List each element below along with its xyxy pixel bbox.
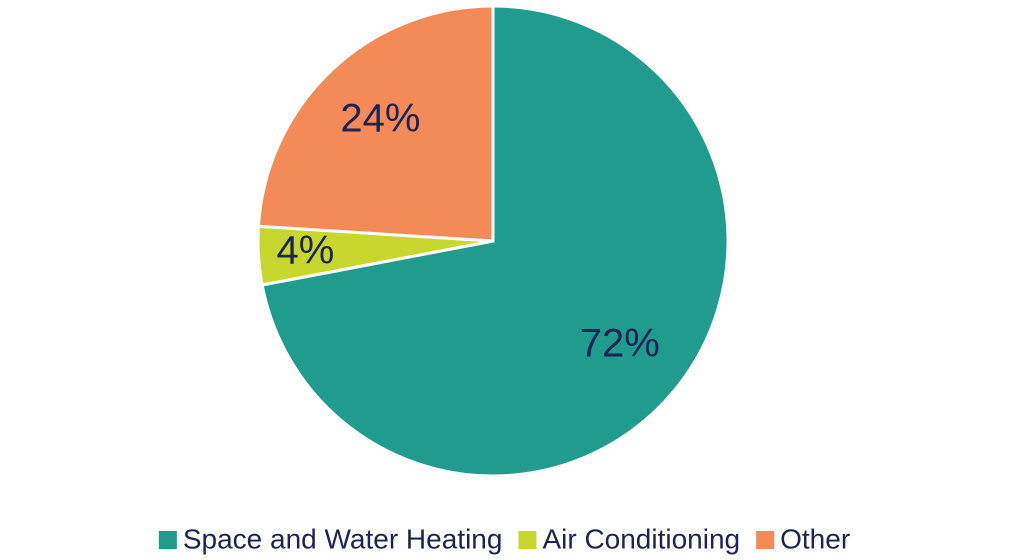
data-label: 72%	[580, 321, 660, 365]
legend-label: Air Conditioning	[542, 523, 740, 554]
data-label: 24%	[340, 97, 420, 141]
legend-label: Space and Water Heating	[183, 523, 503, 554]
legend-swatch	[518, 531, 537, 549]
legend-label: Other	[780, 523, 850, 554]
pie-slice	[260, 4, 730, 478]
data-label: 4%	[276, 228, 334, 272]
legend-swatch	[756, 531, 775, 549]
pie-slice	[256, 4, 495, 243]
legend-swatch	[158, 531, 177, 549]
